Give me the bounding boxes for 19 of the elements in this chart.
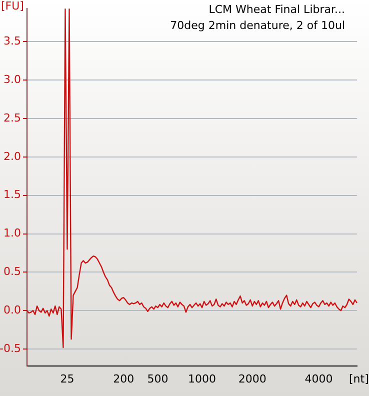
x-tick-label: 200	[113, 372, 134, 386]
x-tick-label: 25	[60, 372, 74, 386]
y-tick-label: 1.0	[4, 226, 21, 240]
x-tick-label: 500	[147, 372, 168, 386]
x-tick-label: 1000	[188, 372, 216, 386]
y-tick-label: -0.5	[0, 342, 21, 355]
chart-title: LCM Wheat Final Librar...	[208, 2, 345, 16]
y-tick-label: 0.0	[4, 304, 21, 317]
x-tick-label: 2000	[238, 372, 266, 386]
x-axis-title: [nt]	[349, 372, 369, 386]
y-axis-title: [FU]	[1, 0, 24, 12]
text: 70deg 2min denature, 2 of 10ul	[170, 18, 345, 32]
x-tick-label: 4000	[304, 372, 333, 386]
y-tick-label: 3.0	[4, 72, 21, 86]
y-tick-label: 1.5	[4, 188, 21, 202]
y-tick-label: 3.5	[4, 34, 21, 48]
y-tick-label: 0.5	[4, 265, 21, 278]
y-tick-label: 2.5	[4, 111, 21, 124]
y-tick-label: 2.0	[4, 150, 21, 163]
